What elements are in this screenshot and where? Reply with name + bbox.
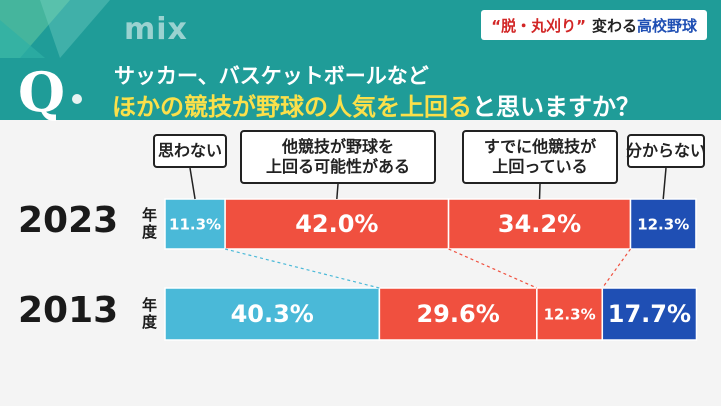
legend-pointer-1 — [189, 167, 196, 200]
legend-callout-2: 他競技が野球を 上回る可能性がある — [240, 130, 436, 184]
question-line-2: ほかの競技が野球の人気を上回ると思いますか？ — [112, 87, 640, 122]
data-label-2023-1: 11.3% — [169, 216, 221, 234]
data-label-2013-4: 17.7% — [608, 300, 691, 328]
bar-segment-2023-3 — [447, 198, 632, 250]
bar-segment-2013-4 — [601, 287, 698, 341]
bar-segment-2023-1 — [164, 198, 226, 250]
topic-subject: 高校野球 — [636, 16, 697, 35]
connector-line-2 — [448, 248, 538, 289]
topic-verb: 変わる — [591, 16, 637, 35]
legend-pointer-2 — [336, 183, 339, 200]
decorative-triangles — [0, 0, 110, 58]
header-bar: mix “脱・丸刈り” 変わる 高校野球 — [0, 0, 721, 58]
legend-pointer-4 — [662, 167, 667, 200]
bar-segment-2013-2 — [378, 287, 538, 341]
data-label-2013-2: 29.6% — [416, 300, 499, 328]
question-highlight: ほかの競技が野球の人気を上回る — [112, 93, 472, 121]
legend-text: 上回っている — [492, 157, 588, 176]
connector-line-3 — [601, 248, 631, 289]
question-rest: と思いますか？ — [472, 93, 640, 121]
chart-svg: 11.3% 42.0% 34.2% 12.3% 40.3% 29.6% 12.3% 17.7% — [164, 167, 698, 341]
bar-segment-2013-3 — [536, 287, 604, 341]
data-label-2013-1: 40.3% — [231, 300, 314, 328]
legend-callout-4: 分からない — [626, 134, 707, 168]
data-label-2013-3: 12.3% — [544, 306, 596, 324]
bar-segment-2013-1 — [164, 287, 381, 341]
year-label-2013: 2013 — [18, 290, 119, 331]
legend-callout-1: 思わない — [153, 134, 227, 168]
year-suffix-2013: 年度 — [142, 296, 158, 331]
connector-line-1 — [224, 248, 380, 289]
year-label-2023: 2023 — [18, 200, 119, 241]
legend-text: すでに他競技が — [483, 137, 597, 156]
legend-text: 他競技が野球を — [281, 137, 394, 156]
question-line-1: サッカー、バスケットボールなど — [114, 64, 429, 88]
legend-text: 上回る可能性がある — [265, 157, 410, 176]
question-dot — [72, 94, 82, 104]
data-label-2023-4: 12.3% — [637, 216, 689, 234]
legend-text: 分からない — [626, 141, 707, 160]
data-label-2023-3: 34.2% — [498, 210, 581, 238]
stacked-bar-chart: 11.3% 42.0% 34.2% 12.3% 40.3% 29.6% 12.3% 17.7%… — [0, 120, 721, 406]
topic-keyword: “脱・丸刈り” — [491, 16, 586, 35]
question-band: Q サッカー、バスケットボールなど ほかの競技が野球の人気を上回ると思いますか？ — [0, 58, 721, 124]
question-mark-q: Q — [18, 60, 66, 124]
bar-segment-2023-4 — [629, 198, 697, 250]
legend-callout-3: すでに他競技が 上回っている — [462, 130, 618, 184]
year-suffix-2023: 年度 — [142, 206, 158, 241]
channel-logo: mix — [124, 12, 188, 47]
legend-text: 思わない — [157, 141, 222, 160]
data-label-2023-2: 42.0% — [295, 210, 378, 238]
topic-badge: “脱・丸刈り” 変わる 高校野球 — [481, 10, 707, 40]
